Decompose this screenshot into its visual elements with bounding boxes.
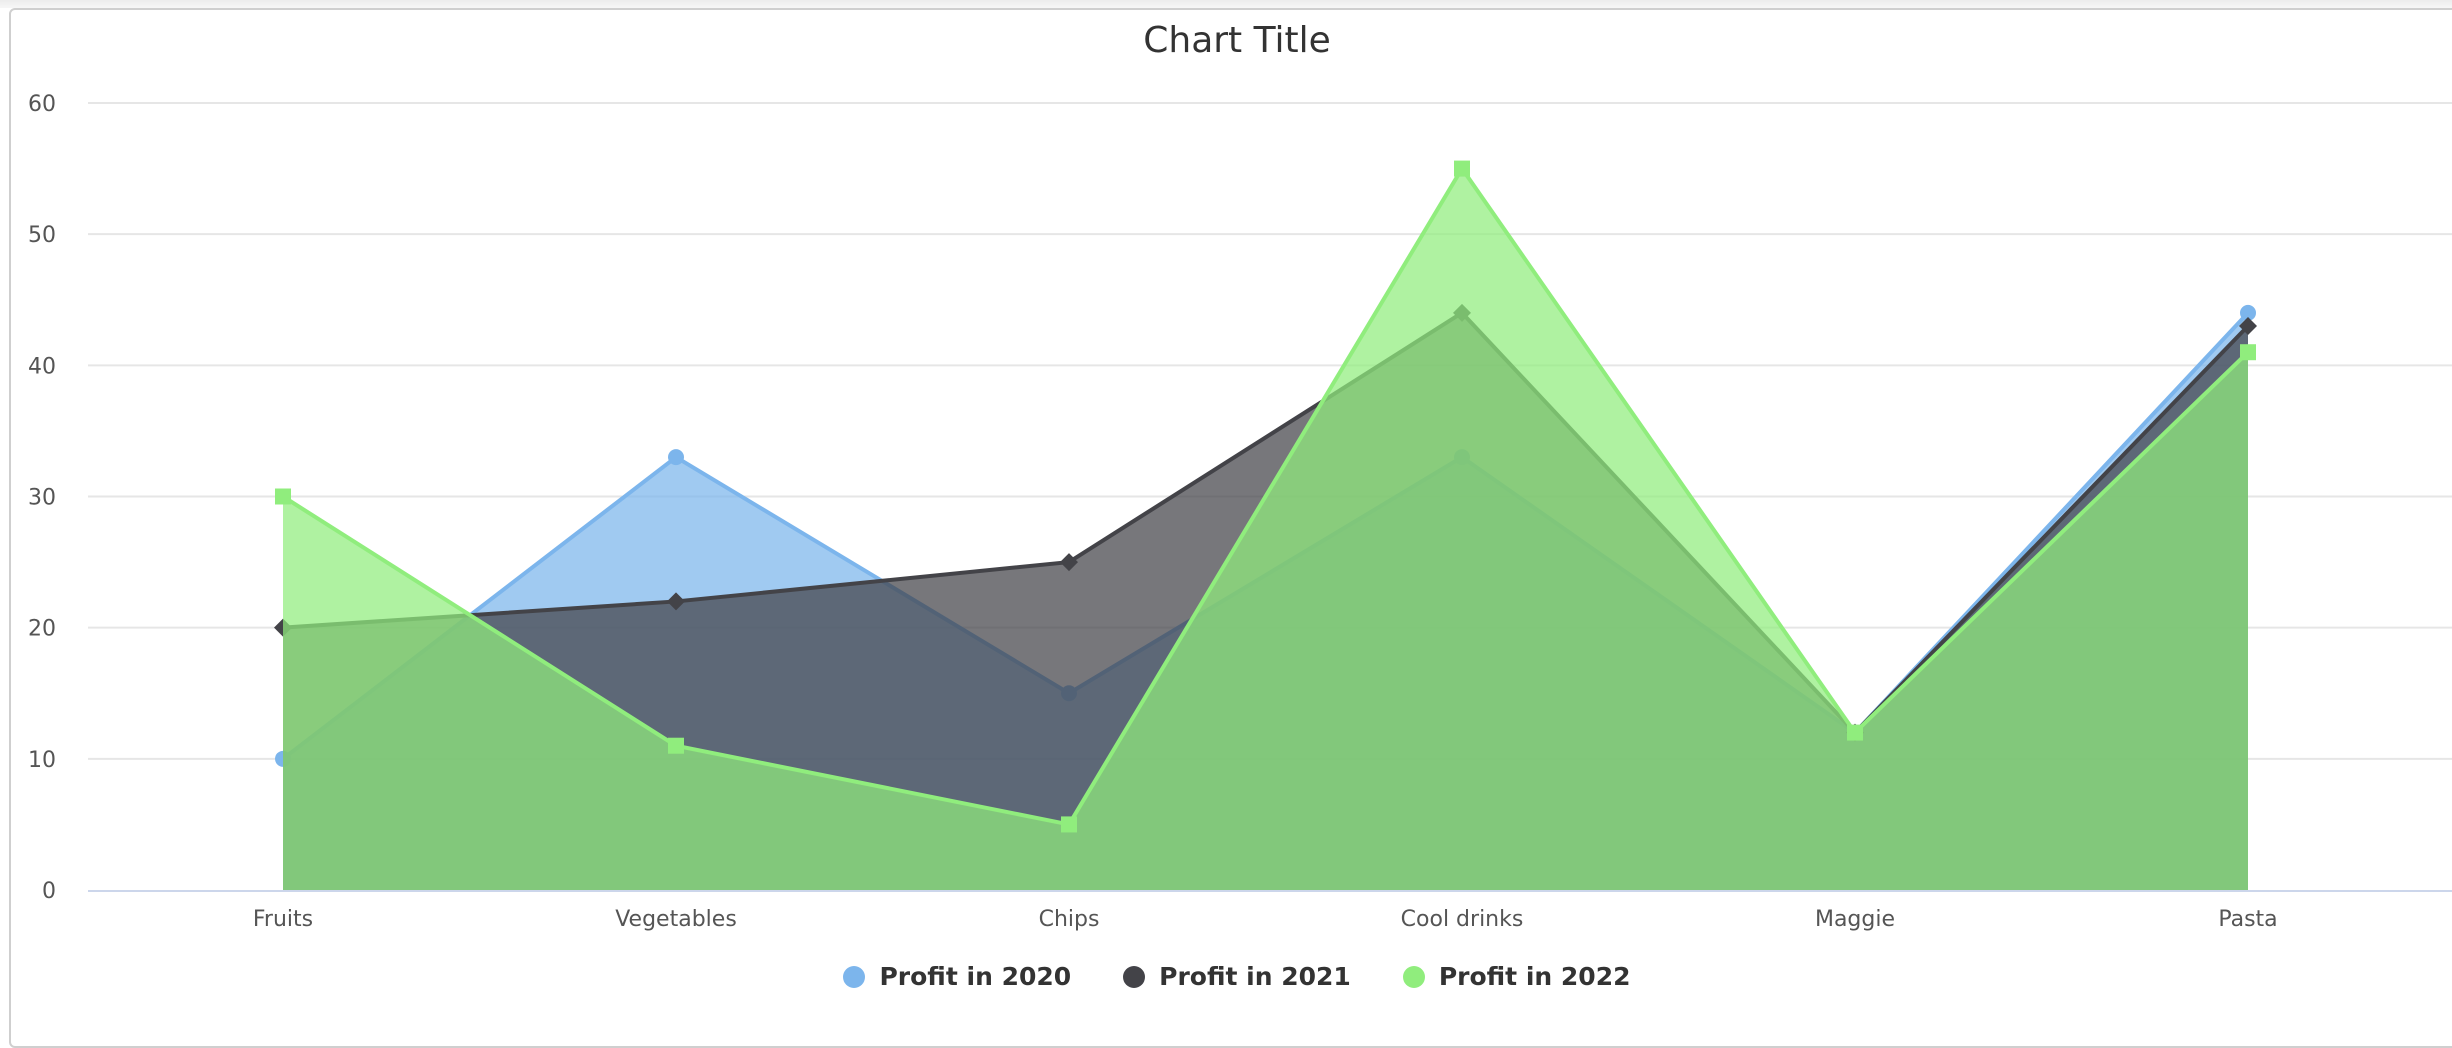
chart-title: Chart Title	[1143, 20, 1331, 61]
legend-item-2020[interactable]: Profit in 2020	[843, 962, 1071, 991]
data-point-square-icon[interactable]	[668, 737, 684, 754]
legend-marker-icon	[1402, 965, 1425, 988]
data-point-diamond-icon[interactable]	[1060, 553, 1078, 572]
data-point-circle-icon[interactable]	[2240, 304, 2256, 321]
y-tick-label: 30	[28, 486, 56, 511]
legend: Profit in 2020 Profit in 2021 Profit in …	[0, 962, 2452, 991]
y-tick-label: 20	[28, 617, 56, 642]
x-tick-label: Chips	[1039, 907, 1100, 932]
y-tick-label: 50	[28, 223, 56, 248]
x-tick-label: Vegetables	[615, 907, 737, 932]
x-tick-label: Cool drinks	[1401, 907, 1524, 932]
data-point-diamond-icon[interactable]	[667, 592, 685, 611]
x-tick-label: Maggie	[1815, 907, 1895, 932]
data-point-square-icon[interactable]	[1847, 724, 1863, 741]
y-axis-labels: 0 10 20 30 40 50 60	[28, 92, 56, 904]
data-point-diamond-icon[interactable]	[2239, 316, 2257, 335]
y-tick-label: 40	[28, 354, 56, 379]
data-point-square-icon[interactable]	[1454, 160, 1470, 177]
series-areas	[274, 160, 2257, 891]
legend-marker-icon	[1123, 965, 1146, 988]
y-tick-label: 60	[28, 92, 56, 117]
legend-label: Profit in 2022	[1438, 962, 1631, 991]
x-tick-label: Fruits	[253, 907, 313, 932]
legend-item-2021[interactable]: Profit in 2021	[1123, 962, 1351, 991]
legend-label: Profit in 2020	[879, 962, 1072, 991]
data-point-square-icon[interactable]	[1061, 816, 1077, 833]
y-tick-label: 0	[42, 879, 56, 904]
area-fill	[283, 168, 2248, 891]
window-top-shadow	[0, 0, 2452, 8]
series-3[interactable]	[275, 160, 2256, 891]
x-axis: Fruits Vegetables Chips Cool drinks Maggie Pa…	[88, 890, 2452, 932]
x-tick-label: Pasta	[2218, 907, 2277, 932]
legend-label: Profit in 2021	[1159, 962, 1351, 991]
data-point-square-icon[interactable]	[275, 488, 291, 505]
legend-item-2022[interactable]: Profit in 2022	[1402, 962, 1631, 991]
y-tick-label: 10	[28, 748, 56, 773]
series-line	[281, 164, 2250, 827]
series-line	[282, 310, 2250, 736]
data-point-square-icon[interactable]	[2240, 344, 2256, 361]
legend-marker-icon	[843, 965, 866, 988]
data-point-circle-icon[interactable]	[668, 449, 684, 466]
